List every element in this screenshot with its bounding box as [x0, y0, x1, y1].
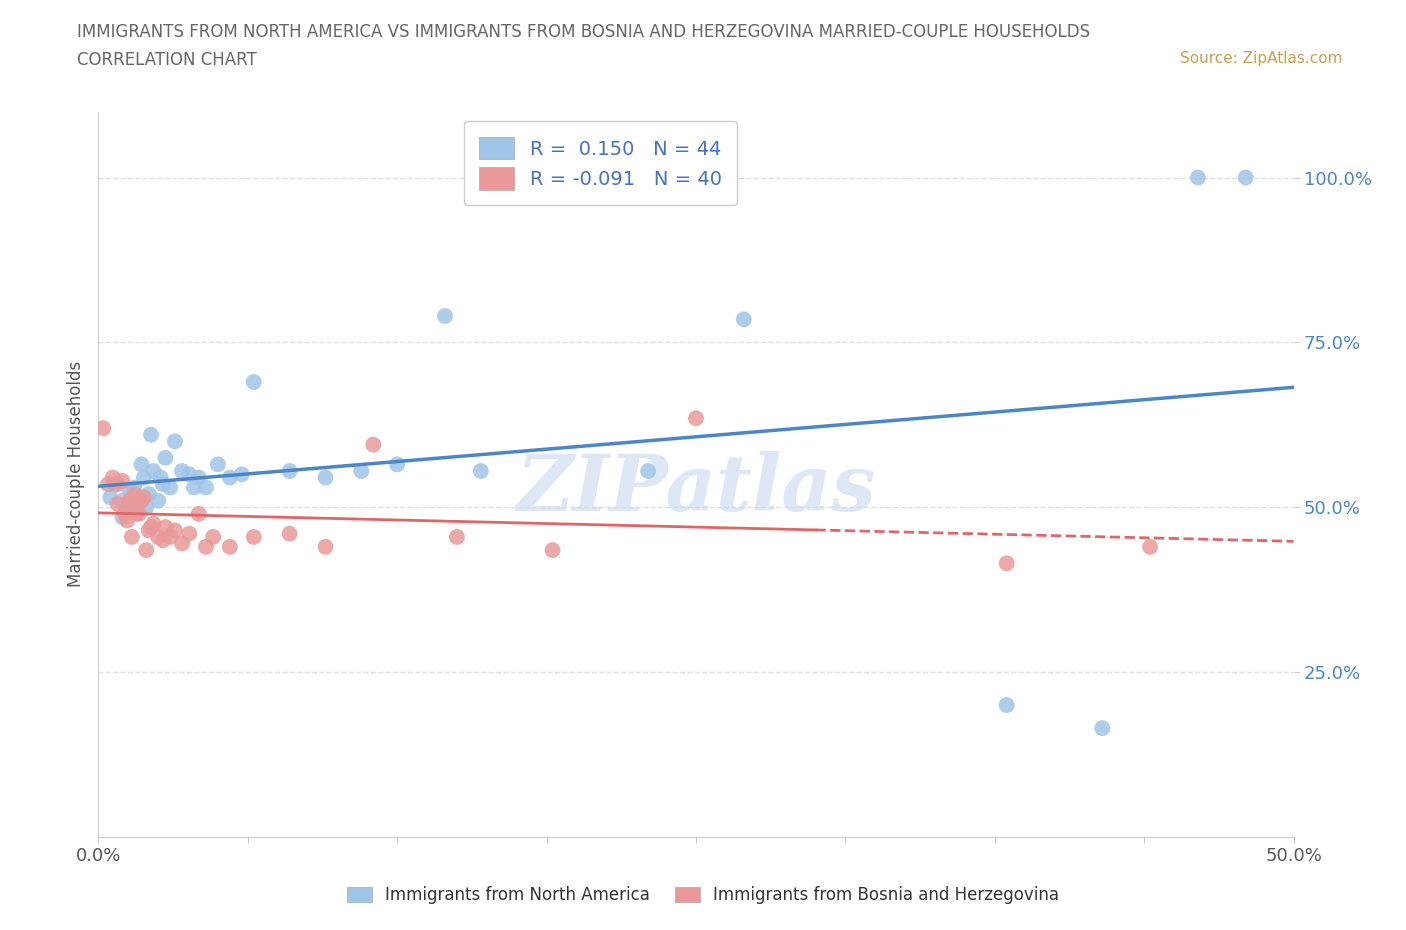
- Point: [172, 536, 194, 551]
- Point: [111, 510, 134, 525]
- Point: [139, 427, 162, 442]
- Point: [139, 520, 162, 535]
- Point: [104, 477, 127, 492]
- Point: [91, 420, 114, 435]
- Point: [155, 520, 177, 535]
- Point: [195, 480, 218, 495]
- Point: [138, 486, 160, 501]
- Text: ZIPatlas: ZIPatlas: [516, 450, 876, 527]
- Point: [155, 450, 177, 465]
- Point: [138, 523, 160, 538]
- Point: [132, 471, 155, 485]
- Point: [159, 529, 181, 544]
- Point: [125, 507, 148, 522]
- Point: [315, 539, 337, 554]
- Point: [1091, 721, 1114, 736]
- Point: [995, 698, 1018, 712]
- Point: [202, 529, 225, 544]
- Point: [142, 463, 165, 478]
- Point: [315, 471, 337, 485]
- Point: [195, 539, 218, 554]
- Point: [243, 375, 266, 390]
- Point: [115, 513, 138, 528]
- Point: [470, 463, 492, 478]
- Point: [219, 539, 242, 554]
- Point: [163, 523, 186, 538]
- Point: [115, 499, 138, 514]
- Point: [152, 477, 174, 492]
- Point: [541, 543, 564, 558]
- Point: [148, 529, 170, 544]
- Point: [142, 516, 165, 531]
- Point: [179, 467, 201, 482]
- Point: [187, 507, 209, 522]
- Point: [131, 493, 153, 508]
- Point: [148, 493, 170, 508]
- Point: [637, 463, 659, 478]
- Point: [363, 437, 385, 452]
- Point: [111, 493, 134, 508]
- Point: [125, 497, 148, 512]
- Point: [183, 480, 205, 495]
- Point: [187, 471, 209, 485]
- Point: [111, 473, 134, 488]
- Point: [179, 526, 201, 541]
- Point: [121, 493, 143, 508]
- Point: [231, 467, 253, 482]
- Y-axis label: Married-couple Households: Married-couple Households: [66, 361, 84, 588]
- Point: [118, 493, 141, 508]
- Point: [107, 477, 129, 492]
- Legend: Immigrants from North America, Immigrants from Bosnia and Herzegovina: Immigrants from North America, Immigrant…: [339, 878, 1067, 912]
- Point: [121, 493, 143, 508]
- Point: [124, 486, 146, 501]
- Point: [350, 463, 373, 478]
- Point: [159, 480, 181, 495]
- Legend: R =  0.150   N = 44, R = -0.091   N = 40: R = 0.150 N = 44, R = -0.091 N = 40: [464, 121, 737, 206]
- Point: [995, 556, 1018, 571]
- Point: [118, 484, 141, 498]
- Point: [163, 434, 186, 449]
- Point: [385, 457, 409, 472]
- Point: [97, 477, 120, 492]
- Point: [128, 507, 150, 522]
- Point: [121, 529, 143, 544]
- Text: IMMIGRANTS FROM NORTH AMERICA VS IMMIGRANTS FROM BOSNIA AND HERZEGOVINA MARRIED-: IMMIGRANTS FROM NORTH AMERICA VS IMMIGRA…: [77, 23, 1091, 41]
- Point: [135, 543, 157, 558]
- Text: CORRELATION CHART: CORRELATION CHART: [77, 51, 257, 69]
- Point: [152, 533, 174, 548]
- Point: [219, 471, 242, 485]
- Point: [135, 499, 157, 514]
- Point: [128, 490, 150, 505]
- Point: [685, 411, 707, 426]
- Text: Source: ZipAtlas.com: Source: ZipAtlas.com: [1180, 51, 1343, 66]
- Point: [132, 490, 155, 505]
- Point: [1234, 170, 1257, 185]
- Point: [733, 312, 755, 326]
- Point: [131, 457, 153, 472]
- Point: [107, 497, 129, 512]
- Point: [278, 526, 301, 541]
- Point: [1187, 170, 1209, 185]
- Point: [124, 480, 146, 495]
- Point: [243, 529, 266, 544]
- Point: [207, 457, 229, 472]
- Point: [114, 507, 136, 522]
- Point: [149, 471, 172, 485]
- Point: [101, 471, 124, 485]
- Point: [172, 463, 194, 478]
- Point: [98, 490, 122, 505]
- Point: [1139, 539, 1161, 554]
- Point: [434, 309, 457, 324]
- Point: [278, 463, 301, 478]
- Point: [124, 503, 146, 518]
- Point: [446, 529, 468, 544]
